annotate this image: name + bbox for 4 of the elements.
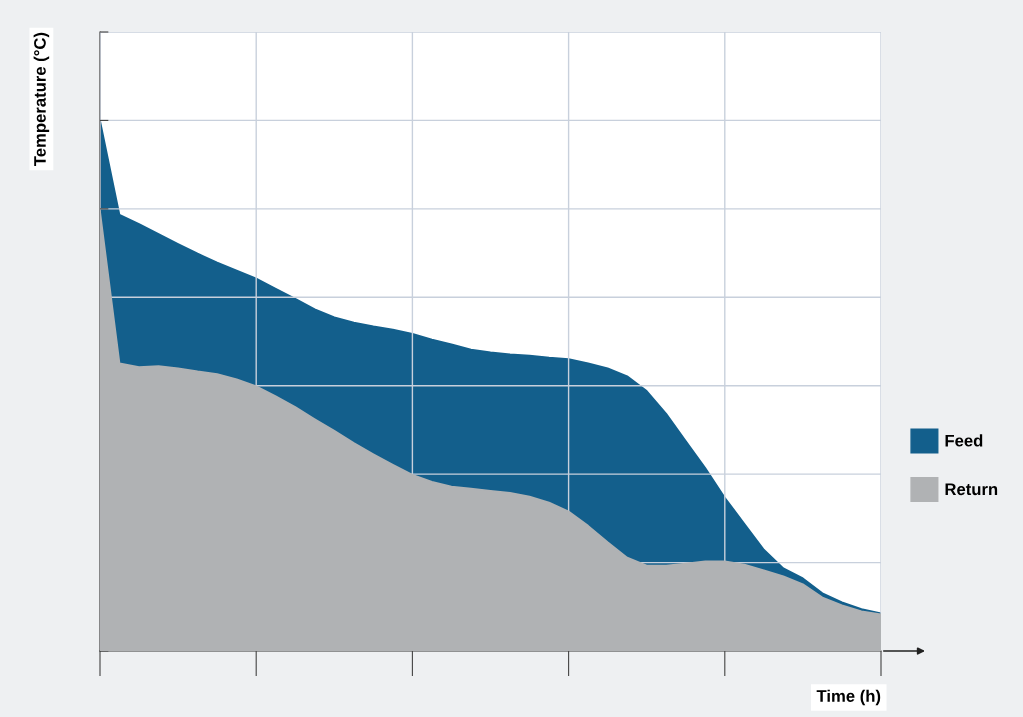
legend-label: Return [945,483,998,496]
y-axis-title: Temperature (°C) [33,32,50,166]
x-axis-title: Time (h) [816,689,881,706]
legend-label: Feed [945,434,983,447]
